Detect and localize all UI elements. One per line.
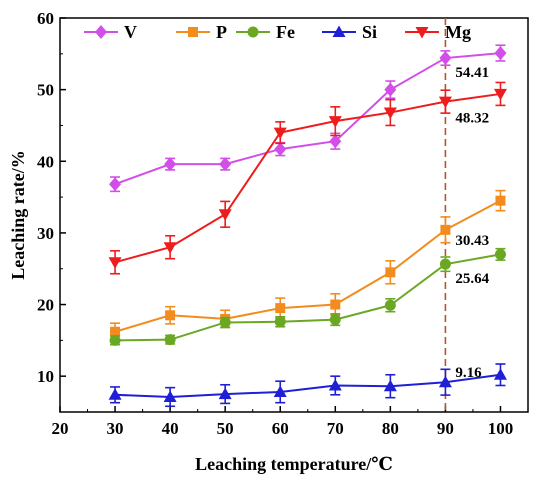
- legend-item-v: V: [84, 22, 137, 42]
- data-point-si: [273, 385, 287, 397]
- data-point-mg: [163, 242, 177, 254]
- legend-marker-fe: [247, 26, 259, 38]
- annotation-p: 30.43: [455, 233, 489, 249]
- annotations-group: 54.41 48.32 30.43 25.64 9.16: [455, 65, 489, 381]
- series-si: [108, 363, 507, 408]
- data-point-si: [493, 368, 507, 380]
- series-line-mg: [114, 92, 501, 264]
- data-point-mg: [108, 257, 122, 269]
- legend-item-si: Si: [322, 22, 377, 42]
- legend-label-v: V: [124, 22, 137, 42]
- data-point-fe: [329, 314, 341, 326]
- y-tick-label: 10: [37, 367, 54, 386]
- annotation-mg: 48.32: [455, 111, 489, 127]
- series-group: [108, 44, 507, 408]
- data-point-v: [109, 177, 122, 192]
- data-point-p: [495, 195, 506, 206]
- data-point-mg: [273, 127, 287, 140]
- data-point-p: [275, 303, 286, 314]
- data-point-p: [330, 299, 341, 310]
- legend-label-si: Si: [362, 22, 377, 42]
- data-point-p: [165, 310, 176, 321]
- series-line-si: [115, 373, 501, 398]
- data-point-fe: [219, 316, 231, 328]
- data-point-si: [438, 375, 452, 388]
- annotation-si: 9.16: [455, 365, 482, 381]
- x-tick-label: 70: [327, 419, 344, 438]
- x-tick-label: 60: [272, 419, 289, 438]
- annotation-v: 54.41: [455, 65, 489, 81]
- legend-label-fe: Fe: [276, 22, 295, 42]
- legend-marker-mg: [415, 27, 429, 39]
- series-line-v: [114, 52, 501, 186]
- x-tick-label: 20: [52, 419, 69, 438]
- x-axis-title: Leaching temperature/℃: [195, 454, 393, 474]
- data-point-fe: [384, 299, 396, 311]
- data-point-v: [164, 157, 177, 172]
- data-point-fe: [439, 258, 451, 270]
- legend-label-p: P: [216, 22, 227, 42]
- legend-item-fe: Fe: [236, 22, 295, 42]
- data-point-mg: [438, 96, 452, 109]
- data-point-v: [274, 142, 287, 157]
- y-tick-label: 40: [37, 152, 54, 171]
- data-point-p: [385, 267, 396, 278]
- data-point-fe: [109, 334, 121, 346]
- plot-area: 20 30 40 50 60 70 80 90 100 10 20 30 40 50 60: [37, 9, 529, 438]
- data-point-mg: [493, 88, 507, 101]
- data-point-mg: [383, 107, 397, 120]
- data-point-p: [440, 224, 451, 235]
- y-axis-title: Leaching rate/%: [8, 150, 28, 279]
- series-v: [109, 44, 507, 193]
- data-point-si: [383, 379, 397, 392]
- data-point-si: [108, 388, 122, 400]
- data-point-p: [110, 326, 121, 337]
- x-tick-label: 30: [107, 419, 124, 438]
- data-point-v: [329, 134, 342, 149]
- data-point-fe: [494, 248, 506, 260]
- legend-item-mg: Mg: [405, 22, 471, 42]
- data-point-v: [219, 157, 232, 172]
- legend-marker-si: [332, 25, 346, 37]
- series-fe: [109, 247, 506, 346]
- legend-item-p: P: [176, 22, 227, 42]
- data-point-v: [439, 51, 452, 66]
- data-point-mg: [328, 116, 342, 128]
- data-point-mg: [218, 209, 232, 221]
- x-tick-label: 50: [217, 419, 234, 438]
- data-point-v: [384, 82, 397, 97]
- series-mg: [108, 81, 507, 275]
- x-tick-label: 90: [437, 419, 454, 438]
- y-tick-label: 50: [37, 81, 54, 100]
- x-tick-label: 80: [382, 419, 399, 438]
- y-tick-label: 20: [37, 296, 54, 315]
- data-point-si: [218, 387, 232, 400]
- x-tick-label: 100: [488, 419, 514, 438]
- legend-label-mg: Mg: [445, 22, 471, 42]
- data-point-v: [494, 46, 507, 61]
- y-tick-label: 60: [37, 9, 54, 28]
- data-point-fe: [274, 316, 286, 328]
- x-tick-label: 40: [162, 419, 179, 438]
- legend: V P Fe Si Mg: [84, 22, 471, 42]
- annotation-fe: 25.64: [455, 271, 489, 287]
- legend-marker-p: [188, 27, 198, 37]
- data-point-si: [328, 378, 342, 391]
- series-line-p: [114, 199, 501, 333]
- data-point-fe: [164, 334, 176, 346]
- data-point-si: [163, 390, 177, 402]
- series-line-fe: [115, 253, 501, 342]
- plot-frame: [59, 17, 529, 413]
- legend-marker-v: [95, 25, 107, 39]
- y-tick-label: 30: [37, 224, 54, 243]
